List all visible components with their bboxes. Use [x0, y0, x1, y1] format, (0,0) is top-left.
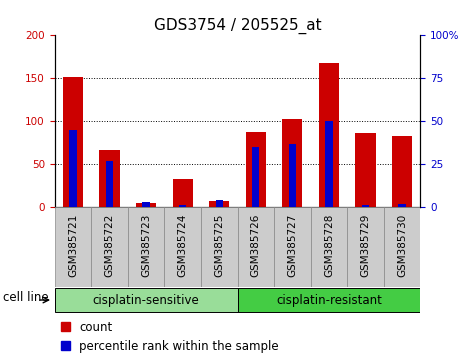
Bar — [128, 207, 164, 287]
Bar — [246, 132, 266, 207]
Bar — [362, 205, 369, 207]
Bar — [142, 202, 150, 207]
Bar — [238, 207, 274, 287]
Bar — [201, 207, 238, 287]
Text: GSM385726: GSM385726 — [251, 213, 261, 277]
Bar — [172, 179, 193, 207]
Bar — [399, 204, 406, 207]
Text: GSM385723: GSM385723 — [141, 213, 151, 277]
Text: GSM385725: GSM385725 — [214, 213, 224, 277]
Bar — [252, 147, 259, 207]
Bar — [347, 207, 384, 287]
Bar — [274, 207, 311, 287]
Text: GSM385724: GSM385724 — [178, 213, 188, 277]
Bar — [319, 63, 339, 207]
Bar — [209, 201, 229, 207]
Bar — [136, 203, 156, 207]
Text: GSM385721: GSM385721 — [68, 213, 78, 277]
Text: GSM385722: GSM385722 — [104, 213, 114, 277]
Bar — [55, 288, 238, 312]
Text: cell line: cell line — [3, 291, 48, 304]
Bar — [106, 161, 113, 207]
Bar — [355, 133, 376, 207]
Text: GSM385730: GSM385730 — [397, 213, 407, 277]
Text: GSM385728: GSM385728 — [324, 213, 334, 277]
Text: cisplatin-sensitive: cisplatin-sensitive — [93, 293, 200, 307]
Bar — [392, 136, 412, 207]
Bar — [311, 207, 347, 287]
Bar — [282, 119, 303, 207]
Bar — [289, 144, 296, 207]
Bar — [238, 288, 420, 312]
Bar — [91, 207, 128, 287]
Bar — [216, 200, 223, 207]
Bar — [325, 121, 332, 207]
Text: GSM385727: GSM385727 — [287, 213, 297, 277]
Bar — [384, 207, 420, 287]
Bar — [99, 150, 120, 207]
Bar — [164, 207, 201, 287]
Bar — [179, 205, 186, 207]
Text: GSM385729: GSM385729 — [361, 213, 370, 277]
Text: cisplatin-resistant: cisplatin-resistant — [276, 293, 382, 307]
Bar — [55, 207, 91, 287]
Legend: count, percentile rank within the sample: count, percentile rank within the sample — [60, 321, 279, 353]
Title: GDS3754 / 205525_at: GDS3754 / 205525_at — [154, 18, 321, 34]
Bar — [69, 130, 76, 207]
Bar — [63, 76, 83, 207]
